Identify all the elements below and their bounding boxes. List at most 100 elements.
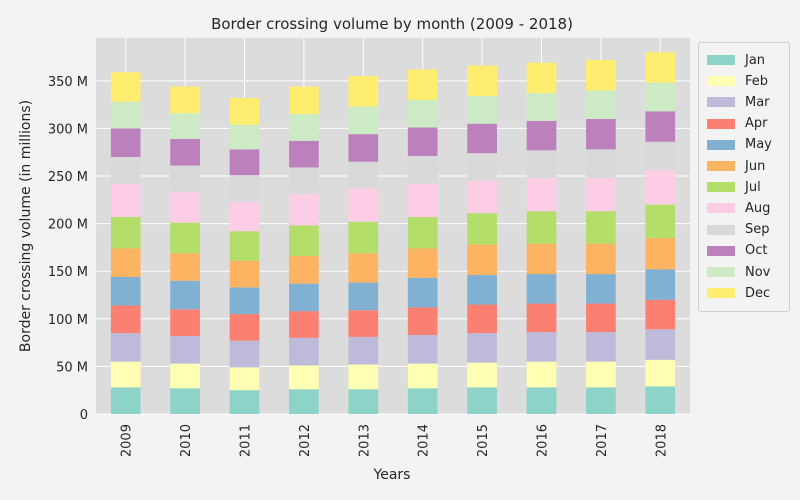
bar-2016-may [526,274,557,304]
bar-2015-jul [467,213,497,245]
bar-2011-aug [229,201,260,232]
bar-2018-mar [645,329,676,360]
bar-2016-apr [526,303,557,333]
bar-2012-jan [289,389,319,414]
bar-2011-mar [229,340,260,368]
bar-2011-jan [229,390,260,414]
bar-2014-may [407,277,438,308]
bar-2018-jan [645,386,676,414]
bar-2012-aug [289,194,319,226]
bar-2018-jul [645,204,676,238]
legend-swatch [707,76,735,87]
bar-2010-nov [170,113,200,139]
legend-label: Oct [745,243,768,259]
legend-swatch [707,203,735,214]
bar-2016-jul [526,211,557,244]
x-tick-label: 2013 [357,424,372,457]
bar-2018-nov [645,82,676,112]
bar-2009-dec [110,72,141,102]
y-tick-label: 350 M [48,75,88,90]
legend-item-jul: Jul [707,177,761,197]
bar-2015-oct [467,123,497,154]
y-tick-label: 0 [80,408,88,423]
x-tick-label: 2010 [179,424,194,457]
legend-label: Jan [745,52,766,68]
bar-2013-nov [348,106,379,135]
legend-label: Nov [745,264,771,280]
bar-2017-may [586,274,616,304]
legend-swatch [707,224,735,235]
x-tick-label: 2014 [417,424,432,457]
chart-title: Border crossing volume by month (2009 - … [211,15,573,33]
legend-label: Jul [745,179,761,195]
y-axis-label: Border crossing volume (in millions) [18,100,34,352]
bar-2010-dec [170,86,200,114]
legend-item-oct: Oct [707,241,767,261]
bar-2014-feb [407,363,438,389]
bar-2014-dec [407,69,438,100]
legend: Jan Feb Mar Apr May Jun Jul Aug Sep Oct Nov Dec [698,42,790,312]
legend-item-may: May [707,135,772,155]
bar-2017-sep [586,149,616,178]
legend-item-mar: Mar [707,92,770,112]
bar-2015-jan [467,387,497,414]
y-tick-label: 100 M [48,313,88,328]
bar-2015-mar [467,333,497,363]
bar-2015-feb [467,362,497,388]
bar-2010-oct [170,138,200,166]
bar-layer [110,52,676,414]
bar-2009-mar [110,333,141,362]
bar-2010-apr [170,309,200,336]
bar-2011-nov [229,124,260,150]
bar-2012-sep [289,167,319,195]
legend-label: Mar [745,94,770,110]
bar-2016-nov [526,93,557,121]
bar-2013-feb [348,364,379,390]
x-tick-label: 2015 [476,424,491,457]
bar-2013-jan [348,389,379,414]
bar-2012-apr [289,311,319,338]
bar-2013-apr [348,310,379,337]
bar-2009-oct [110,128,141,157]
legend-label: Feb [745,73,769,89]
bar-2011-jul [229,231,260,261]
bar-2018-aug [645,170,676,205]
legend-label: Aug [745,200,771,216]
bar-2014-mar [407,334,438,364]
bar-2012-jul [289,225,319,256]
bar-2013-jul [348,221,379,254]
bar-2013-oct [348,134,379,162]
bar-2013-sep [348,161,379,189]
bar-2017-jun [586,243,616,275]
bar-2011-apr [229,314,260,341]
bar-2017-feb [586,361,616,388]
legend-item-sep: Sep [707,220,770,240]
bar-2014-jul [407,216,438,249]
bar-2016-sep [526,150,557,178]
bar-2015-jun [467,244,497,276]
legend-swatch [707,97,735,108]
legend-item-apr: Apr [707,114,768,134]
x-tick-label: 2009 [120,424,135,457]
bar-2018-may [645,269,676,300]
y-tick-label: 150 M [48,265,88,280]
legend-label: Sep [745,222,770,238]
bar-2014-jun [407,248,438,278]
y-tick-label: 50 M [56,360,88,375]
x-tick-label: 2017 [595,424,610,457]
bar-2009-nov [110,101,141,129]
bar-2017-jan [586,387,616,414]
legend-swatch [707,161,735,171]
bar-2012-mar [289,337,319,366]
bar-2018-apr [645,299,676,330]
legend-swatch [707,267,735,277]
bar-2009-may [110,276,141,306]
legend-item-nov: Nov [707,262,770,282]
bar-2009-jul [110,216,141,249]
x-tick-label: 2012 [298,424,313,457]
bar-2011-oct [229,149,260,176]
bar-2016-oct [526,120,557,151]
bar-2015-apr [467,304,497,334]
bar-2011-feb [229,367,260,391]
